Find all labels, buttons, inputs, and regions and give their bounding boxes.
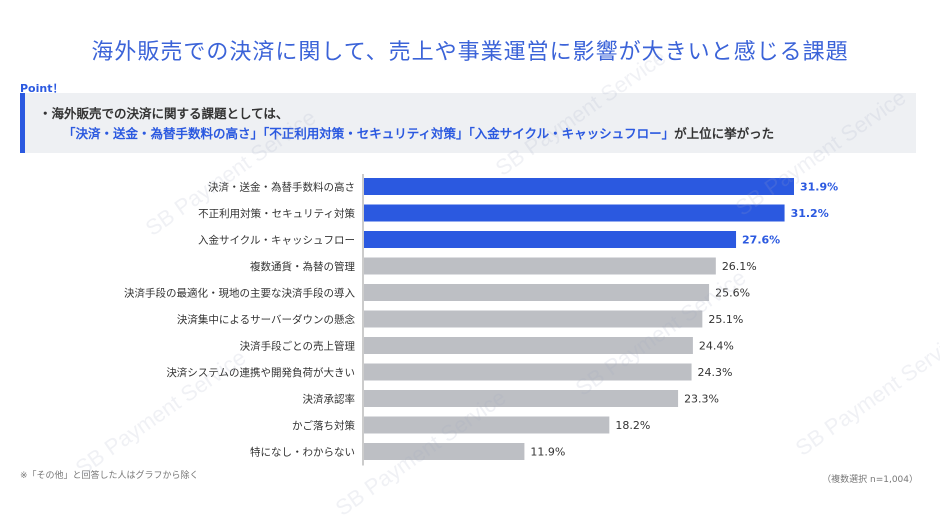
category-label: 決済システムの連携や開発負荷が大きい <box>166 366 355 379</box>
point-box: ・海外販売での決済に関する課題としては、 「決済・送金・為替手数料の高さ」「不正… <box>20 93 916 153</box>
bar <box>364 443 525 460</box>
point-tail: が上位に挙がった <box>674 126 775 141</box>
category-label: 決済手段ごとの売上管理 <box>240 340 356 353</box>
point-highlight-3: 「入金サイクル・キャッシュフロー」 <box>468 126 675 141</box>
point-highlight-1: 「決済・送金・為替手数料の高さ」 <box>63 126 264 141</box>
value-label: 31.2% <box>791 207 829 220</box>
page-title: 海外販売での決済に関して、売上や事業運営に影響が大きいと感じる課題 <box>91 40 849 65</box>
value-label: 27.6% <box>742 234 780 247</box>
category-label: 特になし・わからない <box>250 447 355 459</box>
slide-frame: 海外販売での決済に関して、売上や事業運営に影響が大きいと感じる課題 Point！… <box>20 40 940 521</box>
bar <box>364 284 710 301</box>
bar <box>364 178 794 195</box>
bar <box>364 231 737 248</box>
bar <box>364 257 716 275</box>
category-label: 複数通貨・為替の管理 <box>250 260 355 273</box>
category-label: 決済承認率 <box>303 393 356 406</box>
sample-note: （複数選択 n=1,004） <box>822 475 918 485</box>
point-highlight-2: 「不正利用対策・セキュリティ対策」 <box>263 126 469 141</box>
value-label: 25.1% <box>708 313 743 326</box>
value-label: 11.9% <box>530 446 565 459</box>
value-label: 31.9% <box>800 181 838 194</box>
bar <box>364 363 692 381</box>
category-label: 不正利用対策・セキュリティ対策 <box>198 207 355 220</box>
bar <box>364 310 703 328</box>
point-line-1: ・海外販売での決済に関する課題としては、 <box>39 106 289 121</box>
value-label: 23.3% <box>684 393 719 406</box>
category-label: 決済・送金・為替手数料の高さ <box>208 181 355 194</box>
bar <box>364 204 785 222</box>
point-line-2: 「決済・送金・為替手数料の高さ」「不正利用対策・セキュリティ対策」「入金サイクル… <box>63 123 774 142</box>
value-label: 24.3% <box>698 366 733 379</box>
bar <box>364 390 679 407</box>
footnote: ※「その他」と回答した人はグラフから除く <box>20 471 199 481</box>
point-label: Point！ <box>20 82 64 95</box>
category-label: 決済手段の最適化・現地の主要な決済手段の導入 <box>124 287 355 300</box>
category-label: かご落ち対策 <box>292 419 355 432</box>
category-label: 入金サイクル・キャッシュフロー <box>198 234 355 247</box>
category-label: 決済集中によるサーバーダウンの懸念 <box>177 313 356 326</box>
value-label: 26.1% <box>722 260 757 273</box>
bar <box>364 416 610 434</box>
value-label: 25.6% <box>715 287 750 300</box>
value-label: 24.4% <box>699 340 734 353</box>
value-label: 18.2% <box>615 419 650 432</box>
bar <box>364 337 693 354</box>
bar-chart: 決済・送金・為替手数料の高さ 31.9% 不正利用対策・セキュリティ対策 31.2% 入… <box>124 174 838 466</box>
